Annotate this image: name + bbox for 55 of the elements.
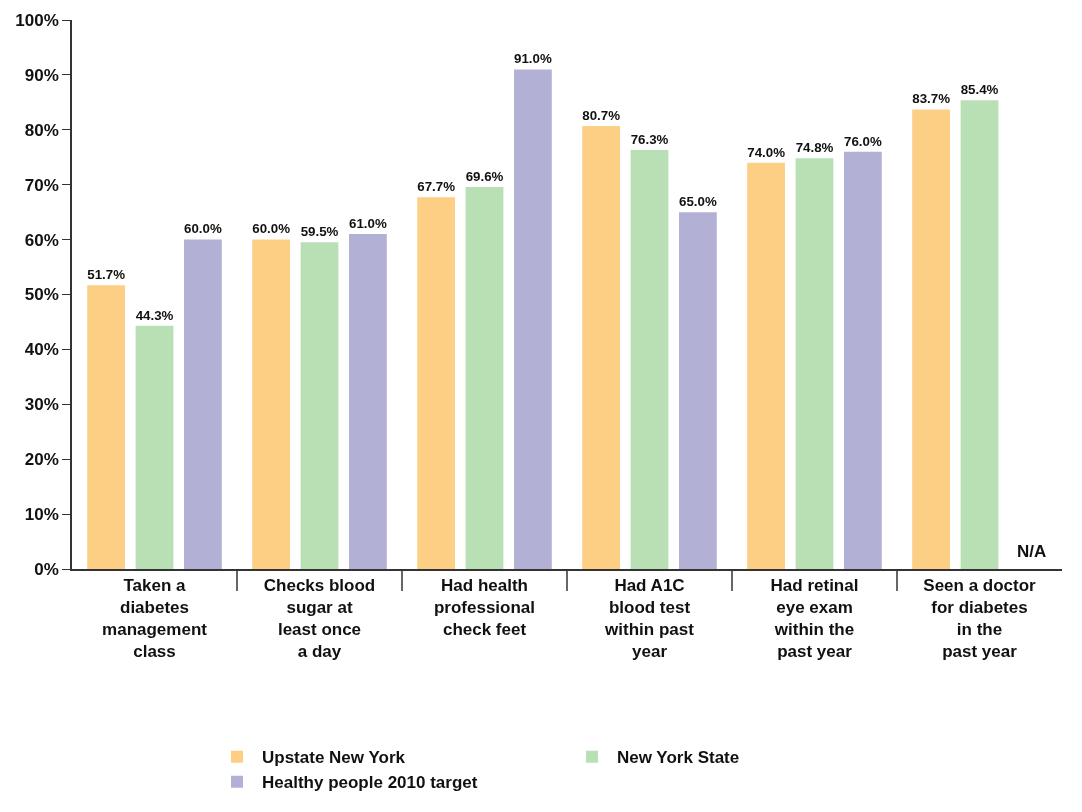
bar bbox=[844, 151, 882, 569]
bar bbox=[795, 158, 834, 569]
data-label: 91.0% bbox=[514, 51, 552, 67]
x-tick-label: Had retinal eye exam within the past year bbox=[770, 576, 859, 662]
x-tick-label: Had A1C blood test within past year bbox=[604, 576, 695, 662]
y-tick-label: 30% bbox=[24, 395, 59, 415]
text: N/A bbox=[1017, 542, 1047, 561]
data-label: 67.7% bbox=[417, 179, 456, 195]
x-tick-label: Taken a diabetes management class bbox=[102, 576, 208, 662]
y-tick-label: 80% bbox=[24, 120, 59, 140]
legend-label: New York State bbox=[617, 748, 740, 768]
y-tick-label: 40% bbox=[24, 340, 59, 360]
y-tick-label: 70% bbox=[24, 175, 59, 195]
bar bbox=[679, 212, 717, 569]
y-tick-label: 10% bbox=[24, 505, 59, 525]
data-label: 74.8% bbox=[795, 140, 834, 156]
bar bbox=[417, 197, 455, 569]
y-tick-label: 60% bbox=[24, 230, 59, 250]
bar bbox=[582, 125, 620, 569]
bar bbox=[300, 242, 339, 569]
y-tick-label: 100% bbox=[15, 10, 59, 30]
data-label: 83.7% bbox=[912, 91, 951, 107]
y-tick-label: 50% bbox=[24, 285, 59, 305]
x-tick-label: Seen a doctor for diabetes in the past year bbox=[923, 576, 1037, 662]
data-label: 60.0% bbox=[184, 221, 222, 237]
bar bbox=[184, 239, 222, 569]
legend-label: Healthy people 2010 target bbox=[262, 773, 478, 793]
data-label: 85.4% bbox=[960, 82, 999, 98]
data-label: 74.0% bbox=[747, 144, 786, 160]
bar bbox=[912, 109, 950, 569]
bar bbox=[349, 234, 387, 569]
x-tick-label: Checks blood sugar at least once a day bbox=[263, 576, 376, 662]
y-tick-label: 90% bbox=[24, 65, 59, 85]
data-label: 69.6% bbox=[465, 168, 504, 184]
data-label: 65.0% bbox=[679, 194, 717, 210]
data-label: 76.0% bbox=[844, 133, 882, 149]
x-tick-label: Had health professional check feet bbox=[433, 576, 536, 640]
bar bbox=[630, 150, 669, 569]
data-label: 60.0% bbox=[252, 221, 291, 237]
data-label: 61.0% bbox=[349, 215, 387, 231]
bar bbox=[960, 100, 999, 569]
data-label: 59.5% bbox=[300, 224, 339, 240]
bar bbox=[514, 69, 552, 569]
bar bbox=[465, 186, 504, 569]
data-label: 76.3% bbox=[630, 131, 669, 147]
data-label: 51.7% bbox=[87, 267, 126, 283]
data-label: 80.7% bbox=[582, 107, 621, 123]
y-tick-label: 0% bbox=[34, 559, 59, 579]
y-tick-label: 20% bbox=[24, 450, 59, 470]
data-label: 44.3% bbox=[135, 307, 174, 323]
bar bbox=[87, 285, 125, 569]
bar bbox=[252, 239, 290, 569]
legend-label: Upstate New York bbox=[262, 748, 406, 768]
bar bbox=[747, 162, 785, 569]
bar bbox=[135, 325, 174, 569]
